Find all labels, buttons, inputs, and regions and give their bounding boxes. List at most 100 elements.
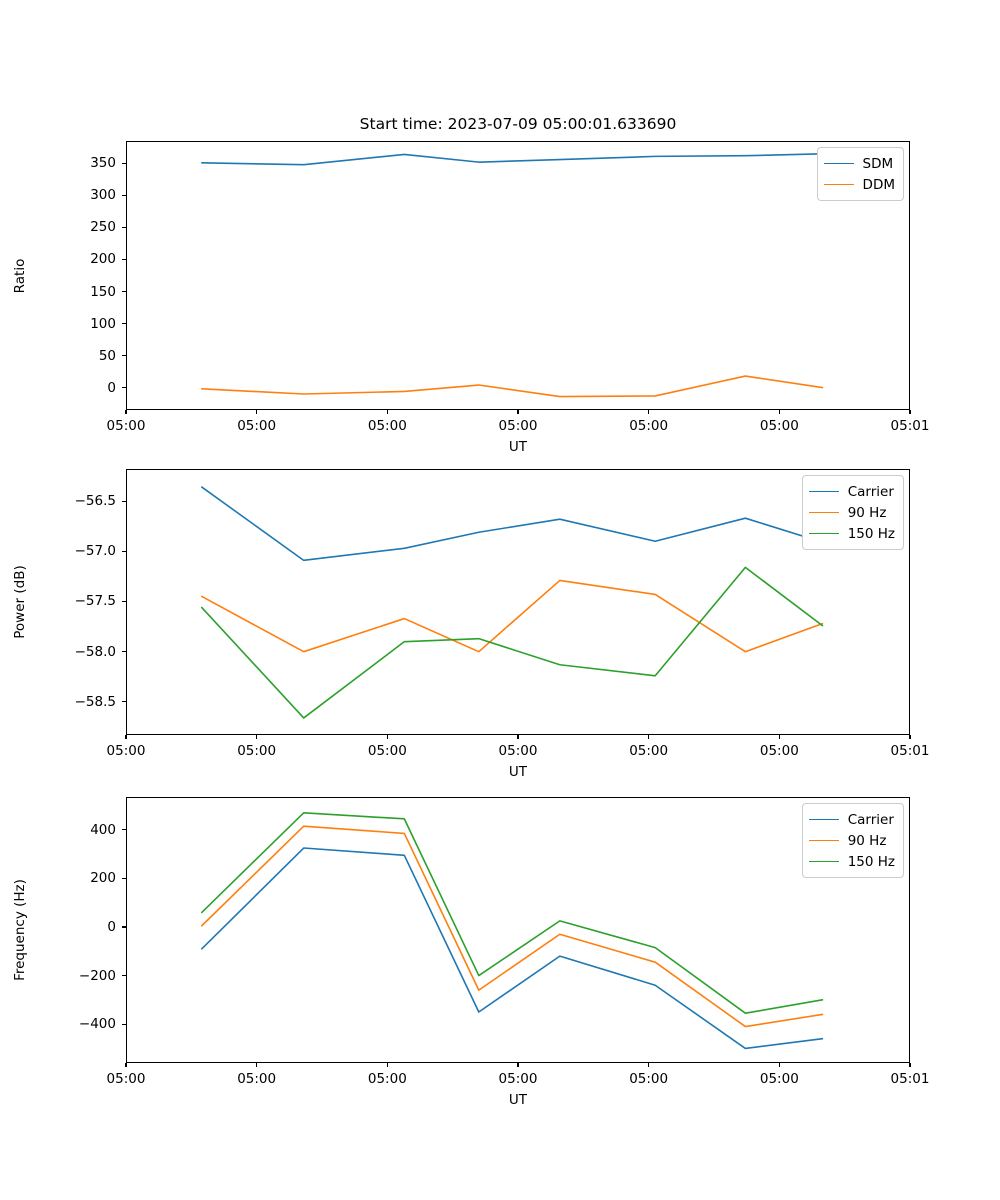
legend-item-carrier[interactable]: Carrier — [808, 481, 895, 502]
power-panel-series-150-hz — [200, 566, 824, 719]
ratio-panel-series-ddm — [200, 375, 824, 398]
frequency-panel-yaxis-label: Frequency (Hz) — [12, 879, 28, 981]
ratio-panel-ytick — [121, 387, 126, 389]
frequency-panel-legend[interactable]: Carrier 90 Hz 150 Hz — [801, 803, 904, 878]
power-panel-xtick — [517, 735, 519, 740]
frequency-panel-ytick-label: 0 — [107, 918, 116, 935]
ratio-panel-yaxis-label: Ratio — [12, 258, 28, 293]
ratio-panel-ytick — [121, 226, 126, 228]
legend-label: 150 Hz — [847, 525, 895, 542]
power-panel-xaxis-label: UT — [508, 764, 528, 780]
ratio-panel-ytick-label: 0 — [107, 379, 116, 396]
ratio-panel-xtick-label: 05:00 — [759, 418, 799, 434]
frequency-panel-xtick — [648, 1063, 650, 1068]
ratio-panel-xtick-label: 05:00 — [498, 418, 538, 434]
ratio-panel-ytick-label: 50 — [98, 347, 116, 364]
power-panel-xtick-label: 05:00 — [498, 743, 538, 759]
legend-line-icon — [808, 533, 839, 534]
ratio-panel-ytick-label: 350 — [90, 155, 116, 172]
legend-item-90-hz[interactable]: 90 Hz — [808, 830, 895, 851]
power-panel-legend[interactable]: Carrier 90 Hz 150 Hz — [801, 475, 904, 550]
power-panel-ytick-label: −56.5 — [74, 493, 116, 510]
ratio-panel-ytick — [121, 258, 126, 261]
power-panel-ytick — [121, 600, 126, 603]
frequency-panel-xtick-label: 05:01 — [890, 1071, 930, 1087]
legend-item-carrier[interactable]: Carrier — [808, 809, 895, 830]
ratio-panel-xtick-label: 05:00 — [237, 418, 277, 434]
frequency-panel-xtick — [517, 1063, 519, 1068]
power-panel: −56.5 −57.0 −57.5 −58.0 −58.5 05:00 05:00 05:00… — [12, 469, 929, 780]
power-panel-plot-area — [200, 486, 824, 719]
legend-label: 90 Hz — [847, 504, 887, 521]
ratio-panel-ytick — [121, 322, 126, 325]
frequency-panel-ytick-label: −200 — [78, 967, 116, 984]
frequency-panel: 400 200 0 −200 −400 05:00 05:00 05:00 05:00 05:00… — [12, 797, 929, 1108]
ratio-panel-frame — [126, 141, 910, 410]
power-panel-ytick — [121, 500, 126, 502]
chart-title: Start time: 2023-07-09 05:00:01.633690 — [359, 115, 677, 133]
legend-item-150-hz[interactable]: 150 Hz — [808, 523, 895, 544]
frequency-panel-series-carrier — [200, 847, 824, 1050]
frequency-panel-xtick-label: 05:00 — [498, 1071, 538, 1087]
ratio-panel-series-sdm — [200, 153, 824, 166]
legend-item-sdm[interactable]: SDM — [823, 153, 895, 174]
ratio-panel-xtick — [125, 410, 127, 415]
frequency-panel-series-150-hz — [200, 811, 824, 1014]
legend-item-90-hz[interactable]: 90 Hz — [808, 502, 895, 523]
ratio-panel-xtick — [778, 410, 780, 415]
frequency-panel-xtick — [778, 1063, 780, 1068]
power-panel-ytick-label: −58.0 — [74, 643, 116, 660]
ratio-panel-ytick-label: 100 — [90, 315, 116, 332]
power-panel-xtick — [648, 735, 650, 740]
ratio-panel-xaxis-label: UT — [508, 439, 528, 455]
legend-label: 150 Hz — [847, 853, 895, 870]
power-panel-yaxis-label: Power (dB) — [12, 565, 28, 639]
ratio-panel-xtick-label: 05:00 — [106, 418, 146, 434]
ratio-panel-ytick — [121, 194, 126, 196]
frequency-panel-ytick-label: −400 — [78, 1016, 116, 1033]
frequency-panel-xtick — [386, 1063, 388, 1068]
frequency-panel-ytick — [121, 926, 126, 928]
ratio-panel-ytick-label: 150 — [90, 283, 116, 300]
ratio-panel-legend[interactable]: SDM DDM — [816, 147, 904, 201]
frequency-panel-xaxis-label: UT — [508, 1092, 528, 1108]
frequency-panel-xtick-label: 05:00 — [629, 1071, 669, 1087]
power-panel-series-90-hz — [200, 579, 824, 653]
ratio-panel-xtick — [648, 410, 650, 415]
frequency-panel-xtick — [256, 1063, 258, 1068]
power-panel-frame — [126, 469, 910, 735]
frequency-panel-frame — [126, 797, 910, 1063]
power-panel-ytick-label: −57.5 — [74, 593, 116, 610]
ratio-panel-xtick-label: 05:00 — [629, 418, 669, 434]
ratio-panel-ytick-label: 250 — [90, 219, 116, 236]
power-panel-ytick — [121, 550, 126, 552]
frequency-panel-xtick-label: 05:00 — [759, 1071, 799, 1087]
power-panel-xtick-label: 05:00 — [237, 743, 277, 759]
ratio-panel-xtick — [517, 410, 519, 415]
legend-line-icon — [808, 840, 839, 841]
power-panel-series-carrier — [200, 486, 824, 562]
legend-item-150-hz[interactable]: 150 Hz — [808, 851, 895, 872]
power-panel-xtick-label: 05:00 — [367, 743, 407, 759]
power-panel-ytick-label: −57.0 — [74, 543, 116, 560]
frequency-panel-xtick-label: 05:00 — [237, 1071, 277, 1087]
ratio-panel-xtick — [909, 410, 911, 415]
power-panel-xtick-label: 05:00 — [759, 743, 799, 759]
legend-label: 90 Hz — [847, 832, 887, 849]
legend-label: SDM — [862, 155, 894, 172]
power-panel-xtick — [386, 735, 388, 740]
ratio-panel-xtick-label: 05:01 — [890, 418, 930, 434]
frequency-panel-xtick-label: 05:00 — [367, 1071, 407, 1087]
ratio-panel-ytick — [121, 162, 126, 164]
ratio-panel-xtick — [386, 410, 388, 415]
frequency-panel-ytick-label: 200 — [90, 870, 116, 887]
frequency-panel-ytick — [121, 974, 126, 977]
legend-line-icon — [823, 163, 854, 164]
legend-item-ddm[interactable]: DDM — [823, 174, 895, 195]
legend-label: Carrier — [847, 483, 894, 500]
legend-line-icon — [808, 861, 839, 862]
legend-label: Carrier — [847, 811, 894, 828]
power-panel-xtick — [778, 735, 780, 740]
power-panel-xtick-label: 05:00 — [629, 743, 669, 759]
power-panel-xtick-label: 05:01 — [890, 743, 930, 759]
